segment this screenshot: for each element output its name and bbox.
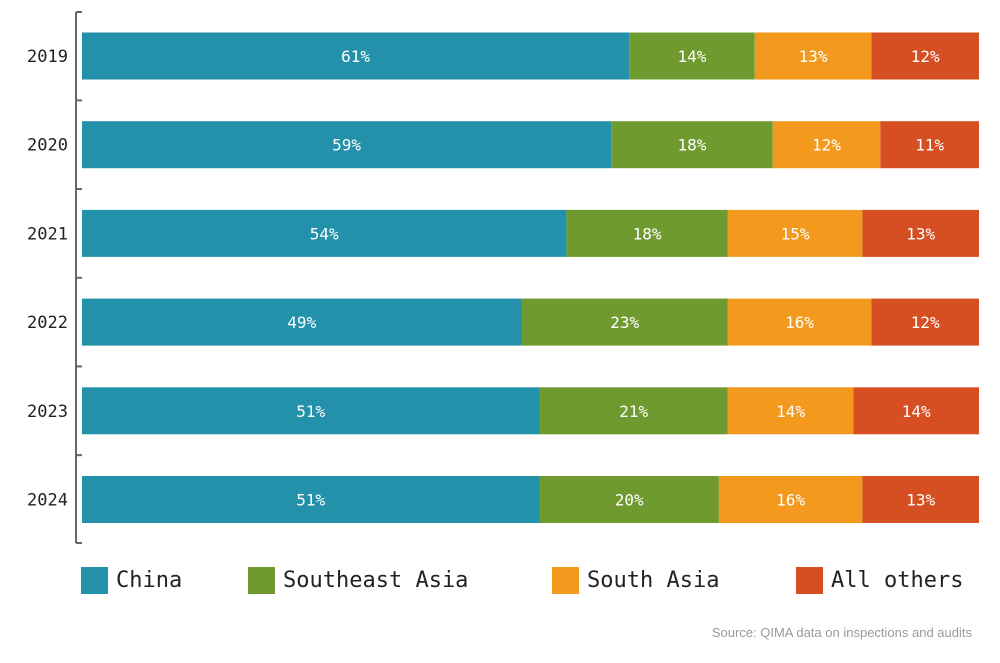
bar-all-others-2019 xyxy=(871,32,979,80)
legend: China Southeast Asia South Asia All others xyxy=(81,567,963,594)
data-label-south-asia-2019: 13% xyxy=(799,47,828,66)
bar-south-asia-2022 xyxy=(727,298,872,346)
y-tick-label-2024: 2024 xyxy=(27,491,68,511)
data-label-china-2021: 54% xyxy=(310,224,339,243)
bar-all-others-2021 xyxy=(862,209,979,257)
bar-china-2024 xyxy=(82,476,540,523)
data-label-all-others-2020: 11% xyxy=(915,136,944,155)
bar-south-asia-2020 xyxy=(772,121,881,169)
data-label-china-2023: 51% xyxy=(296,402,325,421)
bar-south-asia-2023 xyxy=(727,387,854,435)
bar-all-others-2020 xyxy=(880,121,979,169)
bar-china-2020 xyxy=(82,121,612,169)
data-label-china-2022: 49% xyxy=(287,313,316,332)
bar-southeast-asia-2021 xyxy=(566,209,728,257)
bar-all-others-2023 xyxy=(853,387,979,435)
data-label-all-others-2022: 12% xyxy=(911,313,940,332)
data-label-southeast-asia-2020: 18% xyxy=(678,136,707,155)
data-label-southeast-asia-2021: 18% xyxy=(633,224,662,243)
y-tick-label-2019: 2019 xyxy=(27,47,68,67)
legend-swatch-south-asia xyxy=(552,567,579,594)
bar-china-2021 xyxy=(82,209,567,257)
bar-all-others-2024 xyxy=(862,476,979,523)
y-tick-label-2023: 2023 xyxy=(27,402,68,422)
data-label-south-asia-2023: 14% xyxy=(776,402,805,421)
data-label-southeast-asia-2024: 20% xyxy=(615,491,644,510)
data-label-all-others-2019: 12% xyxy=(911,47,940,66)
data-label-south-asia-2020: 12% xyxy=(812,136,841,155)
bar-southeast-asia-2022 xyxy=(521,298,728,346)
data-label-china-2019: 61% xyxy=(341,47,370,66)
data-label-china-2020: 59% xyxy=(332,136,361,155)
data-label-southeast-asia-2022: 23% xyxy=(610,313,639,332)
bar-south-asia-2021 xyxy=(727,209,863,257)
bar-china-2023 xyxy=(82,387,540,435)
data-label-south-asia-2021: 15% xyxy=(781,224,810,243)
bar-south-asia-2019 xyxy=(754,32,872,80)
bar-china-2019 xyxy=(82,32,630,80)
legend-label-southeast-asia: Southeast Asia xyxy=(283,568,468,593)
y-tick-label-2021: 2021 xyxy=(27,224,68,244)
data-label-all-others-2024: 13% xyxy=(906,491,935,510)
data-label-south-asia-2022: 16% xyxy=(785,313,814,332)
data-label-china-2024: 51% xyxy=(296,491,325,510)
y-tick-label-2022: 2022 xyxy=(27,313,68,333)
bar-southeast-asia-2024 xyxy=(539,476,719,523)
source-note: Source: QIMA data on inspections and aud… xyxy=(712,625,973,640)
legend-swatch-china xyxy=(81,567,108,594)
data-label-all-others-2021: 13% xyxy=(906,224,935,243)
bar-southeast-asia-2019 xyxy=(629,32,755,80)
y-axis: 2019 2020 2021 2022 2023 2024 xyxy=(27,11,82,544)
legend-swatch-southeast-asia xyxy=(248,567,275,594)
bar-southeast-asia-2020 xyxy=(611,121,773,169)
bars: 61% 14% 13% 12% 59% 18% 12% 11% 54% 18% 15% 13% 49% 2… xyxy=(82,32,979,523)
legend-swatch-all-others xyxy=(796,567,823,594)
y-tick-label-2020: 2020 xyxy=(27,136,68,156)
bar-southeast-asia-2023 xyxy=(539,387,728,435)
bar-all-others-2022 xyxy=(871,298,979,346)
data-label-southeast-asia-2023: 21% xyxy=(619,402,648,421)
data-label-south-asia-2024: 16% xyxy=(776,491,805,510)
data-label-southeast-asia-2019: 14% xyxy=(678,47,707,66)
bar-south-asia-2024 xyxy=(718,476,863,523)
legend-label-south-asia: South Asia xyxy=(587,568,719,593)
legend-label-china: China xyxy=(116,568,182,593)
bar-china-2022 xyxy=(82,298,522,346)
legend-label-all-others: All others xyxy=(831,568,963,593)
data-label-all-others-2023: 14% xyxy=(902,402,931,421)
